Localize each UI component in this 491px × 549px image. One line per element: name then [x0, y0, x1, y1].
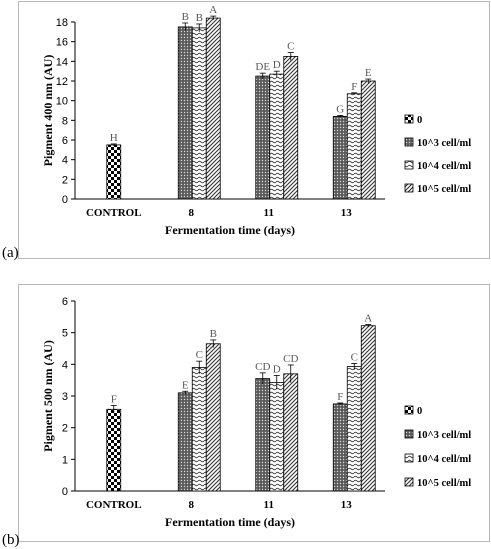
x-axis-title: Fermentation time (days) [165, 515, 295, 529]
bar [255, 378, 271, 492]
x-axis-title: Fermentation time (days) [165, 223, 295, 237]
x-category-label: 13 [341, 499, 353, 511]
significance-label: G [336, 103, 344, 115]
significance-label: C [351, 351, 358, 363]
significance-label: D [273, 59, 281, 71]
significance-label: A [209, 4, 217, 16]
legend-swatch [404, 477, 414, 487]
panel-letter: (a) [2, 245, 19, 261]
x-category-label: CONTROL [86, 499, 142, 511]
legend-swatch [404, 137, 414, 147]
y-axis-title: Pigment 400 nm (AU) [41, 55, 55, 167]
significance-label: F [351, 81, 357, 93]
bar [177, 392, 193, 492]
y-axis-title: Pigment 500 nm (AU) [41, 340, 55, 452]
x-category-label: 8 [189, 207, 195, 219]
x-category-label: 11 [264, 499, 274, 511]
bar [177, 26, 193, 200]
significance-label: CD [283, 353, 298, 365]
significance-label: DE [255, 61, 270, 73]
bar [106, 408, 122, 492]
legend-swatch [404, 429, 414, 439]
legend-label: 0 [417, 406, 422, 417]
significance-label: C [196, 349, 203, 361]
y-tick-label: 18 [56, 17, 68, 29]
y-tick-label: 6 [62, 296, 68, 308]
y-tick-label: 16 [56, 37, 68, 49]
significance-label: D [273, 363, 281, 375]
legend-swatch [404, 114, 414, 124]
legend-label: 10^4 cell/ml [417, 454, 471, 465]
significance-label: B [182, 11, 189, 23]
bar [332, 403, 348, 492]
significance-label: E [182, 379, 189, 391]
bar [255, 75, 271, 200]
y-tick-label: 0 [62, 194, 68, 206]
y-tick-label: 4 [62, 359, 68, 371]
x-category-label: 13 [341, 207, 353, 219]
y-tick-label: 0 [62, 486, 68, 498]
legend-swatch [404, 183, 414, 193]
chart-frame [18, 1, 490, 259]
y-tick-label: 5 [62, 328, 68, 340]
bar [346, 366, 362, 492]
y-tick-label: 8 [62, 115, 68, 127]
legend-label: 10^4 cell/ml [417, 161, 471, 172]
y-tick-label: 1 [62, 454, 68, 466]
y-tick-label: 2 [62, 423, 68, 435]
legend-label: 10^3 cell/ml [417, 430, 471, 441]
significance-label: B [196, 12, 203, 24]
legend-label: 10^5 cell/ml [417, 478, 471, 489]
significance-label: H [110, 132, 118, 144]
bar [106, 144, 122, 200]
bar [205, 17, 221, 200]
bar [360, 80, 376, 200]
y-tick-label: 2 [62, 174, 68, 186]
bar [332, 116, 348, 200]
y-tick-label: 3 [62, 391, 68, 403]
legend-swatch [404, 453, 414, 463]
y-tick-label: 4 [62, 155, 68, 167]
significance-label: A [364, 312, 372, 324]
legend-label: 10^5 cell/ml [417, 184, 471, 195]
significance-label: B [210, 328, 217, 340]
bar [191, 367, 207, 492]
significance-label: C [287, 40, 294, 52]
x-category-label: 8 [189, 499, 195, 511]
bar [269, 73, 285, 200]
x-category-label: 11 [264, 207, 274, 219]
significance-label: E [365, 67, 372, 79]
chart-a-svg: 0 2 4 6 8 10 12 14 16 18 H B DE G B D F A C E CONTROL 8 11 13 Fe… [41, 4, 471, 237]
significance-label: CD [255, 361, 270, 373]
legend-swatch [404, 160, 414, 170]
bar [360, 325, 376, 492]
x-category-label: CONTROL [86, 207, 142, 219]
y-tick-label: 12 [56, 76, 68, 88]
panel-letter: (b) [2, 532, 20, 548]
legend-label: 0 [417, 115, 422, 126]
bar [283, 373, 299, 492]
bar [269, 381, 285, 492]
bar [283, 56, 299, 200]
y-tick-label: 6 [62, 135, 68, 147]
chart-panel-b: (b) 0 1 2 3 4 5 6 F E CD F C D C B CD A CONTROL 8 11 13 Ferme… [0, 275, 491, 549]
significance-label: F [111, 394, 117, 406]
bar [346, 93, 362, 200]
legend-label: 10^3 cell/ml [417, 138, 471, 149]
bar [205, 343, 221, 492]
y-tick-label: 10 [56, 96, 68, 108]
chart-panel-a: (a) 0 2 4 6 8 10 12 14 16 18 H B DE G B D F A C E CONTROL 8 11… [0, 0, 491, 274]
y-tick-label: 14 [56, 56, 68, 68]
significance-label: F [337, 391, 343, 403]
legend-swatch [404, 405, 414, 415]
bar [191, 27, 207, 200]
